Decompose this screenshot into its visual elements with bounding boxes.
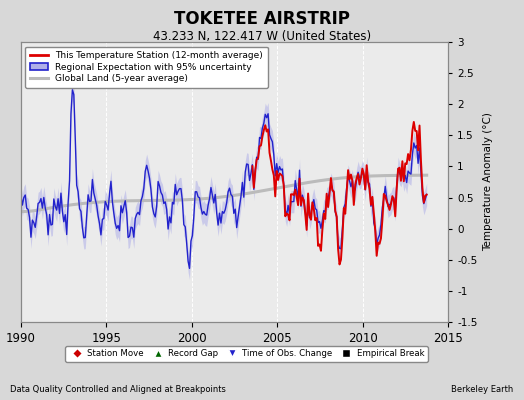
Text: Data Quality Controlled and Aligned at Breakpoints: Data Quality Controlled and Aligned at B… [10, 385, 226, 394]
Text: 43.233 N, 122.417 W (United States): 43.233 N, 122.417 W (United States) [153, 30, 371, 43]
Legend: This Temperature Station (12-month average), Regional Expectation with 95% uncer: This Temperature Station (12-month avera… [26, 46, 268, 88]
Text: TOKETEE AIRSTRIP: TOKETEE AIRSTRIP [174, 10, 350, 28]
Text: Berkeley Earth: Berkeley Earth [451, 385, 514, 394]
Y-axis label: Temperature Anomaly (°C): Temperature Anomaly (°C) [483, 112, 493, 252]
Legend: Station Move, Record Gap, Time of Obs. Change, Empirical Break: Station Move, Record Gap, Time of Obs. C… [65, 346, 428, 362]
